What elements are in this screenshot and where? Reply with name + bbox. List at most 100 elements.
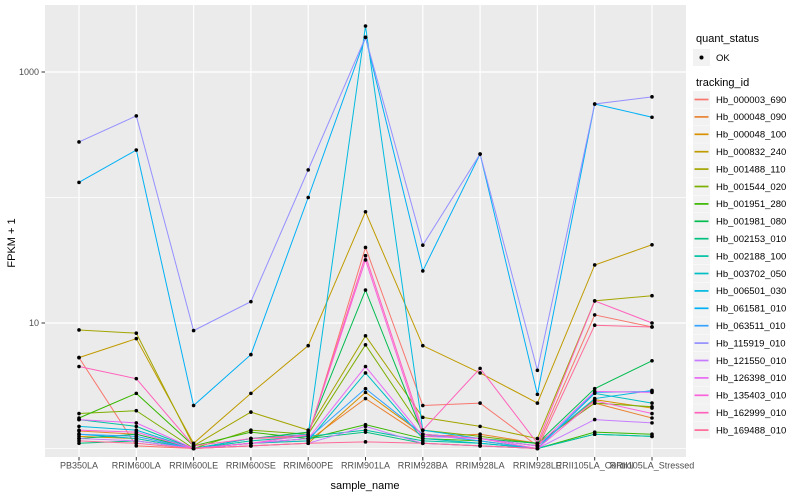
data-point-Hb_162999_010-RRIM928LE	[535, 441, 540, 446]
x-axis-title: sample_name	[330, 480, 399, 492]
data-point-Hb_169488_010-RRIM600SE	[249, 444, 253, 448]
data-point-Hb_115919_010-RRIM600PE	[306, 168, 311, 172]
data-point-Hb_061581_010-RRIM600LE	[191, 403, 196, 408]
data-point-Hb_121550_010-RRIM901LA	[363, 424, 368, 429]
data-point-Hb_121550_010-RRII105LA_Control	[592, 417, 597, 422]
data-point-Hb_000832_240-PB350LA	[77, 355, 81, 360]
data-point-Hb_001488_110-RRIM600SE	[249, 410, 253, 414]
legend-label-Hb_115919_010: Hb_115919_010	[716, 338, 786, 349]
data-point-Hb_001488_110-RRIM928LA	[478, 424, 482, 429]
data-point-Hb_001544_020-RRII105LA_Stressed	[650, 404, 654, 409]
data-point-Hb_061581_010-PB350LA	[77, 180, 81, 185]
data-point-Hb_063511_010-PB350LA	[77, 432, 81, 437]
legend-label-Hb_000048_100: Hb_000048_100	[716, 130, 786, 141]
data-point-Hb_000003_690-RRII105LA_Control	[592, 313, 597, 317]
data-point-Hb_000832_240-RRII105LA_Control	[592, 263, 597, 267]
legend-label-Hb_121550_010: Hb_121550_010	[716, 356, 786, 367]
legend-title-quant-status: quant_status	[696, 33, 759, 45]
y-tick-label-10: 10	[29, 318, 39, 328]
data-point-Hb_061581_010-RRIM928BA	[421, 269, 425, 273]
data-point-Hb_169488_010-RRIM600LA	[134, 441, 139, 446]
y-tick-label-1000: 1000	[19, 67, 39, 77]
x-tick-label-RRII105LA_Stressed: RRII105LA_Stressed	[610, 461, 695, 471]
data-point-Hb_162999_010-PB350LA	[77, 364, 81, 369]
data-point-Hb_000832_240-RRIM901LA	[363, 209, 368, 214]
data-point-Hb_135403_010-PB350LA	[77, 428, 81, 432]
data-point-Hb_000003_690-RRIM928LA	[478, 401, 482, 405]
data-point-Hb_169488_010-RRII105LA_Stressed	[650, 325, 654, 329]
data-point-Hb_063511_010-RRIM600LA	[134, 434, 139, 439]
data-point-Hb_135403_010-RRIM901LA	[363, 258, 368, 262]
data-point-Hb_162999_010-RRIM600PE	[306, 433, 311, 437]
data-point-Hb_002188_100-RRII105LA_Control	[592, 432, 597, 437]
legend-label-quant-ok: OK	[716, 53, 730, 64]
data-point-Hb_002188_100-RRIM600LA	[134, 424, 139, 429]
data-point-Hb_000003_690-RRIM901LA	[363, 245, 368, 250]
data-point-Hb_115919_010-RRIM600LE	[191, 328, 196, 333]
data-point-Hb_115919_010-PB350LA	[77, 140, 81, 144]
data-point-Hb_126398_010-RRIM901LA	[363, 364, 368, 369]
data-point-Hb_115919_010-RRII105LA_Stressed	[650, 95, 654, 99]
data-point-Hb_162999_010-RRII105LA_Stressed	[650, 321, 654, 325]
x-tick-label-RRII105LA_Control: RRII105LA_Control	[556, 461, 634, 471]
data-point-Hb_006501_030-PB350LA	[77, 424, 81, 429]
data-point-Hb_000048_100-RRIM901LA	[363, 390, 368, 395]
data-point-Hb_001544_020-PB350LA	[77, 411, 81, 416]
data-point-Hb_063511_010-RRIM901LA	[363, 386, 368, 391]
data-point-Hb_000832_240-RRII105LA_Stressed	[650, 242, 654, 247]
data-point-Hb_126398_010-RRIM600PE	[306, 436, 311, 441]
data-point-Hb_002188_100-RRIM901LA	[363, 428, 368, 432]
data-point-Hb_000832_240-RRIM600SE	[249, 391, 253, 396]
data-point-Hb_000003_690-RRIM600LA	[134, 444, 139, 448]
data-point-Hb_169488_010-PB350LA	[77, 439, 81, 443]
legend-label-Hb_063511_010: Hb_063511_010	[716, 321, 786, 332]
data-point-Hb_162999_010-RRIM600LE	[191, 444, 196, 448]
data-point-Hb_169488_010-RRII105LA_Control	[592, 323, 597, 328]
data-point-Hb_135403_010-RRIM600LA	[134, 430, 139, 434]
data-point-Hb_001488_110-RRIM928LE	[535, 436, 540, 441]
data-point-Hb_000048_090-RRIM901LA	[363, 396, 368, 401]
data-point-Hb_000832_240-RRIM600PE	[306, 343, 311, 348]
data-point-Hb_121550_010-RRII105LA_Stressed	[650, 421, 654, 425]
legend-label-Hb_002188_100: Hb_002188_100	[716, 251, 786, 262]
x-tick-label-RRIM901LA: RRIM901LA	[341, 461, 390, 471]
data-point-Hb_169488_010-RRIM928LE	[535, 446, 540, 451]
data-point-Hb_001488_110-RRII105LA_Stressed	[650, 293, 654, 298]
legend-label-Hb_000003_690: Hb_000003_690	[716, 95, 786, 106]
data-point-Hb_115919_010-RRIM928LA	[478, 152, 482, 156]
legend-label-Hb_001951_280: Hb_001951_280	[716, 199, 786, 210]
data-point-Hb_061581_010-RRIM600SE	[249, 352, 253, 357]
x-tick-label-RRIM600PE: RRIM600PE	[283, 461, 333, 471]
data-point-Hb_126398_010-RRIM928LE	[535, 444, 540, 448]
legend-label-Hb_001488_110: Hb_001488_110	[716, 164, 786, 175]
data-point-Hb_001951_280-RRIM600LA	[134, 391, 139, 396]
data-point-Hb_001544_020-RRIM600LA	[134, 408, 139, 413]
data-point-Hb_061581_010-RRIM600PE	[306, 195, 311, 200]
data-point-Hb_006501_030-RRIM901LA	[363, 24, 368, 28]
data-point-Hb_000832_240-RRIM928LA	[478, 371, 482, 375]
legend-label-Hb_061581_010: Hb_061581_010	[716, 304, 786, 315]
data-point-Hb_000832_240-RRIM928BA	[421, 343, 425, 348]
data-point-Hb_162999_010-RRIM901LA	[363, 253, 368, 258]
data-point-Hb_000832_240-RRIM928LE	[535, 401, 540, 405]
data-point-Hb_000832_240-RRIM600LA	[134, 336, 139, 341]
data-point-Hb_115919_010-RRIM901LA	[363, 35, 368, 40]
data-point-Hb_000048_090-RRII105LA_Stressed	[650, 416, 654, 420]
data-point-Hb_135403_010-RRII105LA_Control	[592, 398, 597, 403]
x-tick-label-RRIM928BA: RRIM928BA	[398, 461, 448, 471]
data-point-Hb_001488_110-RRIM901LA	[363, 334, 368, 338]
data-point-Hb_115919_010-RRIM600SE	[249, 299, 253, 304]
data-point-Hb_061581_010-RRIM928LE	[535, 392, 540, 397]
data-point-Hb_001981_080-RRIM901LA	[363, 288, 368, 292]
data-point-Hb_126398_010-RRIM600LA	[134, 421, 139, 425]
data-point-Hb_000003_690-RRIM928BA	[421, 403, 425, 408]
data-point-Hb_135403_010-RRIM928LA	[478, 436, 482, 441]
data-point-Hb_061581_010-RRIM600LA	[134, 148, 139, 152]
y-axis-title: FPKM + 1	[6, 218, 18, 267]
data-point-Hb_001488_110-PB350LA	[77, 328, 81, 332]
data-point-Hb_126398_010-PB350LA	[77, 417, 81, 422]
legend-label-Hb_001981_080: Hb_001981_080	[716, 217, 786, 228]
data-point-Hb_162999_010-RRIM600SE	[249, 436, 253, 441]
